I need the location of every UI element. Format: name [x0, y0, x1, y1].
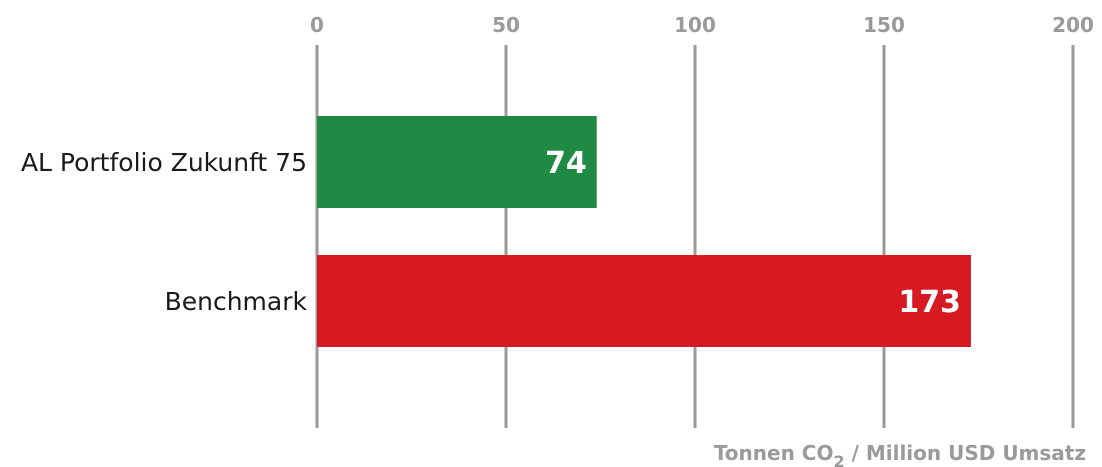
- bar-value-label-benchmark: 173: [898, 285, 961, 320]
- x-tick-label-200: 200: [1052, 13, 1094, 37]
- bar-value-label-al-portfolio-zukunft-75: 74: [545, 146, 587, 181]
- x-tick-label-150: 150: [863, 13, 905, 37]
- bars: [317, 116, 971, 347]
- bar-benchmark: [317, 255, 971, 347]
- x-axis-title-rest: / Million USD Umsatz: [845, 441, 1086, 465]
- x-axis-title-subscript: 2: [833, 452, 844, 467]
- category-label-al-portfolio-zukunft-75: AL Portfolio Zukunft 75: [21, 148, 307, 177]
- x-axis-ticks: 0 50 100 150 200: [310, 13, 1094, 37]
- bar-value-labels: 74 173: [545, 146, 961, 320]
- x-axis-title-main: Tonnen CO: [714, 441, 834, 465]
- category-labels: AL Portfolio Zukunft 75 Benchmark: [21, 148, 308, 316]
- x-tick-label-50: 50: [492, 13, 520, 37]
- x-tick-label-0: 0: [310, 13, 324, 37]
- bar-al-portfolio-zukunft-75: [317, 116, 597, 208]
- gridlines: [315, 45, 1075, 428]
- category-label-benchmark: Benchmark: [165, 287, 308, 316]
- x-tick-label-100: 100: [674, 13, 716, 37]
- x-axis-title: Tonnen CO2 / Million USD Umsatz: [714, 441, 1086, 467]
